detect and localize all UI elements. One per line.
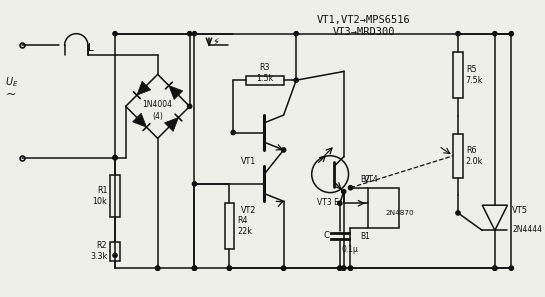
- Circle shape: [456, 211, 460, 215]
- Circle shape: [509, 31, 513, 36]
- Circle shape: [227, 266, 232, 270]
- Text: 2N4870: 2N4870: [385, 210, 414, 216]
- Circle shape: [342, 266, 346, 270]
- Circle shape: [227, 266, 232, 270]
- Text: VT3→MRD300: VT3→MRD300: [333, 27, 395, 37]
- Circle shape: [113, 253, 117, 257]
- Circle shape: [155, 266, 160, 270]
- Polygon shape: [165, 118, 178, 132]
- Text: 0.1μ: 0.1μ: [342, 245, 359, 254]
- Circle shape: [493, 266, 497, 270]
- Circle shape: [342, 189, 346, 194]
- Polygon shape: [169, 86, 183, 99]
- Bar: [246, 76, 283, 85]
- Text: C: C: [323, 231, 329, 240]
- Circle shape: [113, 31, 117, 36]
- Text: VT2: VT2: [241, 206, 257, 216]
- Text: VT1,VT2→MPS6516: VT1,VT2→MPS6516: [317, 15, 411, 25]
- Bar: [110, 175, 120, 217]
- Text: VT5: VT5: [512, 206, 528, 214]
- Circle shape: [192, 266, 197, 270]
- Text: VT1: VT1: [241, 157, 257, 166]
- Circle shape: [281, 266, 286, 270]
- Text: VT3 E: VT3 E: [317, 198, 339, 207]
- Text: VT4: VT4: [364, 175, 379, 184]
- Circle shape: [348, 266, 353, 270]
- Text: R5
7.5k: R5 7.5k: [466, 65, 483, 85]
- Circle shape: [348, 266, 353, 270]
- Circle shape: [192, 266, 197, 270]
- Circle shape: [493, 31, 497, 36]
- Text: R3
1.5k: R3 1.5k: [256, 63, 274, 83]
- Circle shape: [192, 266, 197, 270]
- Text: $U_{E}$: $U_{E}$: [5, 75, 18, 89]
- Circle shape: [231, 130, 235, 135]
- Bar: [225, 203, 234, 249]
- Circle shape: [192, 31, 197, 36]
- Text: R1
10k: R1 10k: [93, 186, 107, 206]
- Circle shape: [113, 156, 117, 160]
- Bar: [453, 134, 463, 178]
- Text: B2: B2: [360, 176, 370, 184]
- Circle shape: [113, 156, 117, 160]
- Polygon shape: [132, 113, 147, 127]
- Circle shape: [155, 266, 160, 270]
- Circle shape: [187, 31, 192, 36]
- Text: 2N4444: 2N4444: [512, 225, 542, 234]
- Circle shape: [509, 266, 513, 270]
- Circle shape: [456, 31, 460, 36]
- Text: R4
22k: R4 22k: [237, 216, 252, 236]
- Bar: [453, 52, 463, 97]
- Circle shape: [281, 148, 286, 152]
- Bar: [368, 188, 399, 228]
- Text: (4): (4): [152, 112, 163, 121]
- Circle shape: [342, 266, 346, 270]
- Text: 1N4004: 1N4004: [143, 100, 173, 109]
- Circle shape: [338, 266, 342, 270]
- Text: ~: ~: [6, 88, 16, 101]
- Circle shape: [338, 266, 342, 270]
- Circle shape: [294, 78, 298, 82]
- Text: ⚡: ⚡: [213, 37, 219, 46]
- Bar: [110, 242, 120, 260]
- Circle shape: [338, 201, 342, 206]
- Circle shape: [192, 182, 197, 186]
- Circle shape: [281, 266, 286, 270]
- Text: L: L: [88, 43, 94, 53]
- Polygon shape: [137, 81, 151, 95]
- Circle shape: [348, 186, 353, 190]
- Circle shape: [294, 31, 298, 36]
- Text: R6
2.0k: R6 2.0k: [466, 146, 483, 166]
- Text: B1: B1: [360, 232, 370, 241]
- Circle shape: [493, 266, 497, 270]
- Text: R2
3.3k: R2 3.3k: [90, 241, 107, 261]
- Circle shape: [187, 104, 192, 108]
